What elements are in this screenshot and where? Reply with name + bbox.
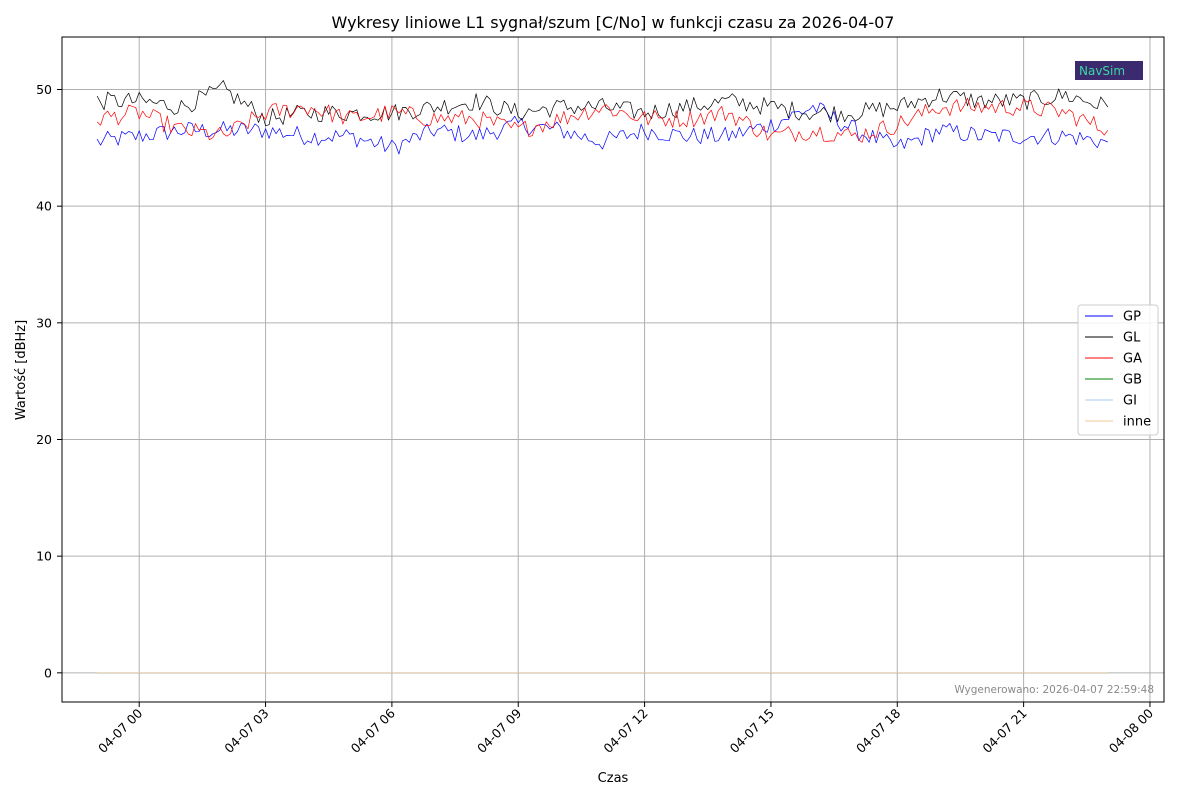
y-tick-label: 0 <box>44 665 52 680</box>
y-tick-label: 10 <box>36 549 52 564</box>
legend-label-gl: GL <box>1123 331 1141 346</box>
x-tick-label: 04-07 09 <box>474 705 524 755</box>
x-tick-label: 04-07 18 <box>853 705 903 755</box>
x-tick-label: 04-07 12 <box>600 706 650 756</box>
legend-label-gi: GI <box>1123 394 1137 409</box>
y-tick-label: 20 <box>36 432 52 447</box>
ticks: 0 10 20 30 40 50 04-07 00 04-07 03 04-07 06 04-07… <box>36 82 1156 756</box>
x-tick-label: 04-07 15 <box>727 706 777 756</box>
x-axis-label: Czas <box>598 771 629 786</box>
series-line-gp <box>96 102 1108 155</box>
y-tick-label: 40 <box>36 199 52 214</box>
y-axis-label: Wartość [dBHz] <box>14 320 29 420</box>
legend-label-inne: inne <box>1123 415 1151 430</box>
series-layer <box>96 80 1109 674</box>
x-tick-label: 04-07 03 <box>221 706 271 756</box>
y-tick-label: 30 <box>36 315 52 330</box>
y-tick-label: 50 <box>36 82 52 97</box>
chart-title: Wykresy liniowe L1 sygnał/szum [C/No] w … <box>332 13 895 32</box>
logo-text: NavSim <box>1079 64 1125 78</box>
grid <box>62 37 1164 702</box>
logo: NavSim <box>1075 61 1143 80</box>
x-tick-label: 04-08 00 <box>1106 705 1156 755</box>
x-tick-label: 04-07 00 <box>95 705 145 755</box>
legend-label-ga: GA <box>1123 352 1142 367</box>
legend-label-gp: GP <box>1123 310 1141 325</box>
legend: GP GL GA GB GI inne <box>1077 304 1159 436</box>
legend-items: GP GL GA GB GI inne <box>1085 310 1151 430</box>
plot-frame <box>61 36 1165 703</box>
x-tick-label: 04-07 21 <box>979 706 1029 756</box>
logo-background <box>1075 61 1143 80</box>
legend-label-gb: GB <box>1123 373 1142 388</box>
generated-timestamp: Wygenerowano: 2026-04-07 22:59:48 <box>954 684 1154 696</box>
series-line-gl <box>96 80 1109 127</box>
series-line-ga <box>96 97 1109 143</box>
x-tick-label: 04-07 06 <box>348 705 398 755</box>
